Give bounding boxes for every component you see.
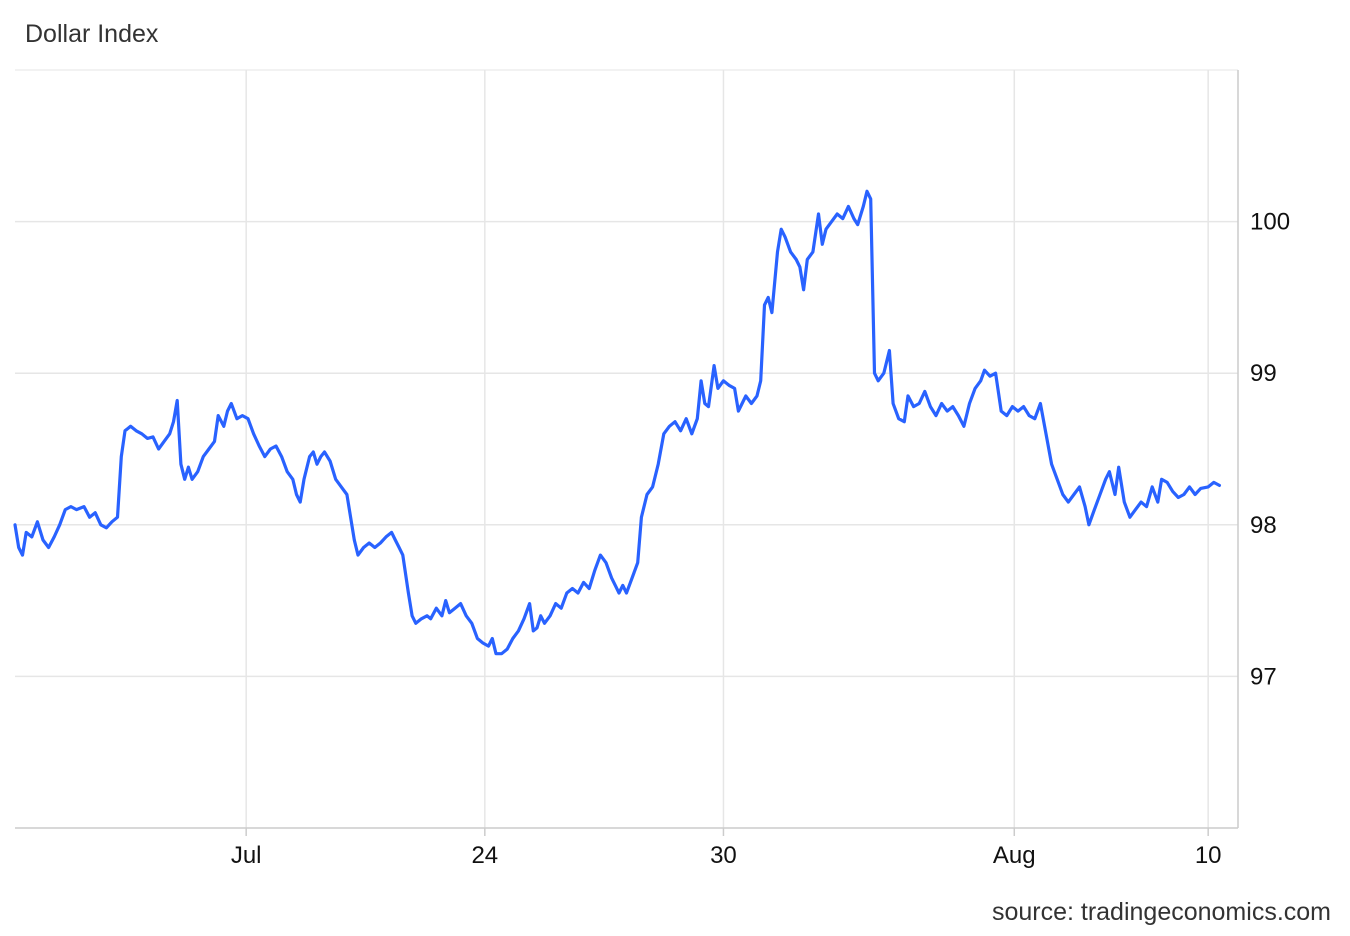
series-layer bbox=[13, 189, 1222, 656]
x-tick-label: 30 bbox=[710, 842, 737, 869]
y-tick-label: 99 bbox=[1250, 360, 1277, 387]
axes bbox=[15, 70, 1239, 836]
series-line bbox=[13, 189, 1222, 656]
gridlines bbox=[15, 69, 1238, 828]
source-credit: source: tradingeconomics.com bbox=[991, 898, 1331, 926]
y-tick-label: 100 bbox=[1250, 209, 1290, 236]
y-tick-label: 97 bbox=[1250, 663, 1277, 690]
x-axis-labels: Jul 24 30 Aug 10 bbox=[231, 842, 1222, 869]
y-tick-label: 98 bbox=[1250, 512, 1277, 539]
x-tick-label: 10 bbox=[1195, 842, 1222, 869]
y-axis-labels: 97 98 99 100 bbox=[1250, 209, 1290, 691]
x-tick-label: Aug bbox=[993, 842, 1036, 869]
x-tick-label: 24 bbox=[471, 842, 498, 869]
chart-title: Dollar Index bbox=[25, 20, 159, 48]
x-tick-label: Jul bbox=[231, 842, 262, 869]
